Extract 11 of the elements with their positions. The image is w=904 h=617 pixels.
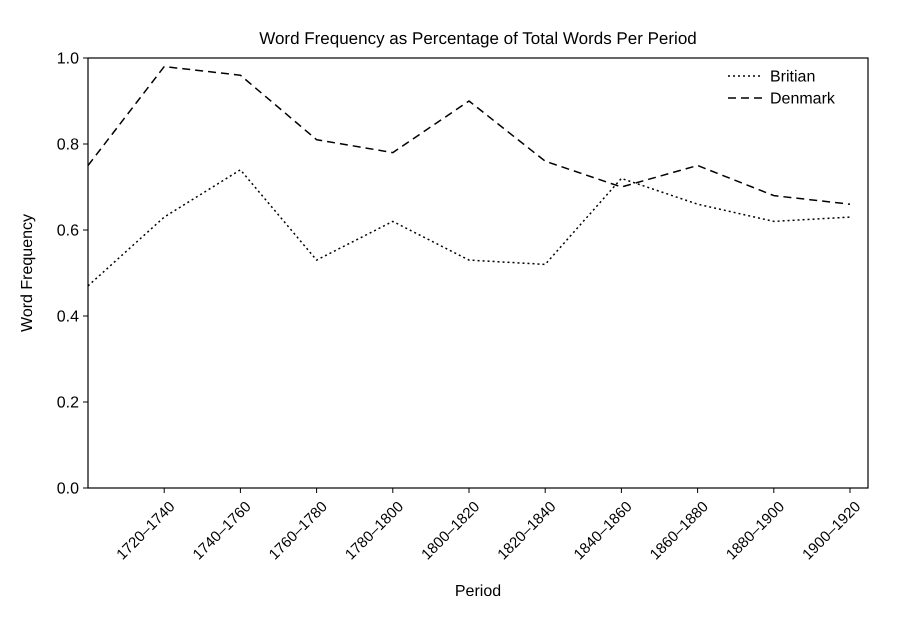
legend-label: Denmark: [770, 90, 836, 108]
legend-label: Britian: [770, 68, 816, 86]
y-tick-label: 0.4: [56, 308, 80, 326]
y-tick-label: 0.2: [56, 394, 80, 412]
x-axis-title: Period: [454, 583, 502, 600]
y-tick-label: 0.0: [56, 480, 80, 498]
y-axis-title: Word Frequency: [19, 214, 36, 332]
y-tick-label: 1.0: [56, 50, 80, 68]
chart-title: Word Frequency as Percentage of Total Words Per Period: [259, 29, 697, 48]
y-tick-label: 0.8: [56, 136, 80, 154]
y-tick-label: 0.6: [56, 222, 80, 240]
